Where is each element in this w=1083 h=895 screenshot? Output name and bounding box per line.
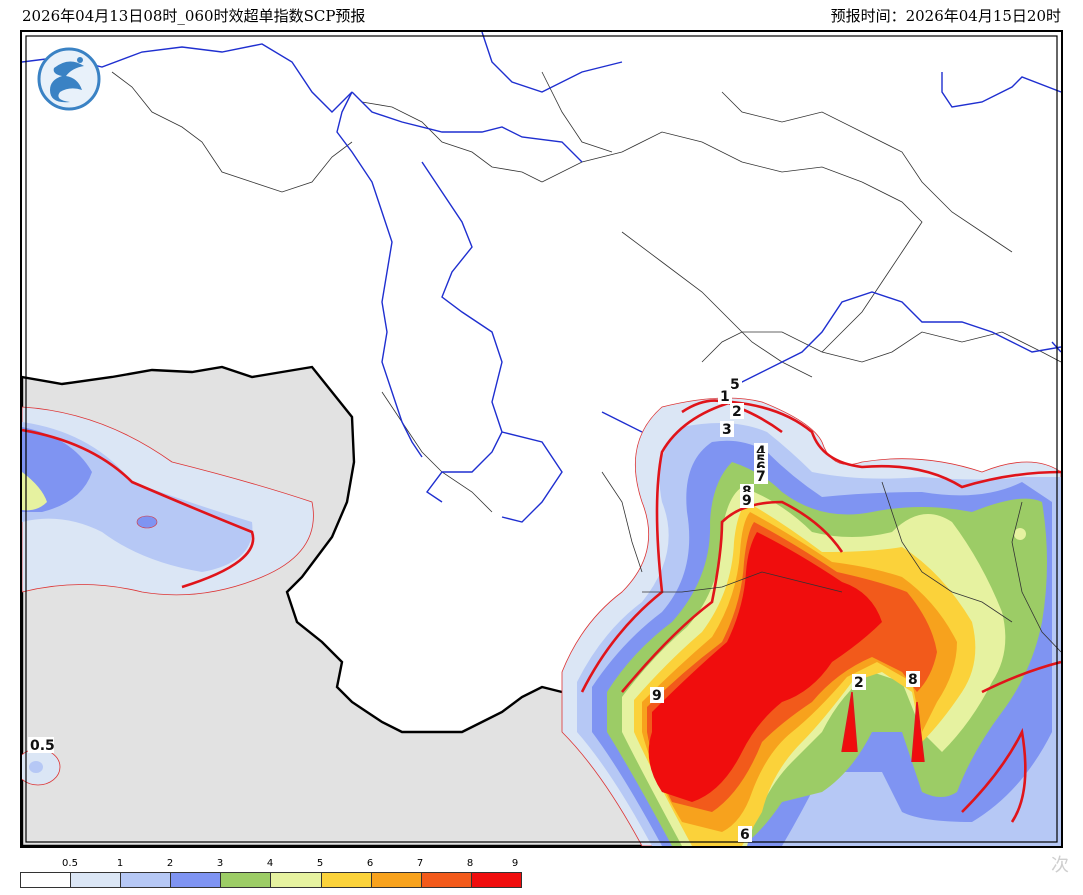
svg-text:8: 8 <box>908 672 918 688</box>
svg-text:2: 2 <box>732 404 742 420</box>
legend-tick-label: 0.5 <box>62 858 78 869</box>
contour-label: 0.5 <box>28 737 55 754</box>
legend-tick-label: 5 <box>316 858 324 869</box>
legend-swatch <box>221 873 272 887</box>
legend-tick-label: 3 <box>216 858 224 869</box>
svg-text:6: 6 <box>740 827 750 843</box>
legend-color-bar <box>20 872 522 888</box>
contour-label: 8 <box>906 671 920 688</box>
legend-tick-label: 9 <box>511 858 519 869</box>
contour-label: 7 <box>754 468 768 485</box>
forecast-time: 预报时间：2026年04月15日20时 <box>830 7 1061 25</box>
svg-text:4: 4 <box>756 444 766 460</box>
meteorological-logo-icon <box>37 47 101 111</box>
legend-ticks: 0.5 1 2 3 4 5 6 7 8 9 <box>20 858 522 870</box>
legend-tick-label: 7 <box>416 858 424 869</box>
contour-label: 1 <box>718 388 732 405</box>
map-panel: 5 1 2 3 4 5 6 7 8 9 9 2 8 6 0.5 <box>20 30 1063 848</box>
scp-field-southeast <box>561 397 1061 846</box>
legend-swatch <box>321 873 372 887</box>
svg-text:9: 9 <box>652 688 662 704</box>
map-title: 2026年04月13日08时_060时效超单指数SCP预报 <box>22 7 366 25</box>
svg-text:2: 2 <box>854 675 864 691</box>
contour-label: 2 <box>852 674 866 691</box>
contour-label: 9 <box>740 492 754 509</box>
legend-swatch <box>171 873 222 887</box>
color-legend: 0.5 1 2 3 4 5 6 7 8 9 <box>20 858 522 888</box>
svg-text:5: 5 <box>730 377 740 393</box>
contour-labels: 5 1 2 3 4 5 6 7 8 9 9 2 8 6 0.5 <box>28 376 920 843</box>
legend-tick-label: 1 <box>116 858 124 869</box>
svg-text:0.5: 0.5 <box>30 738 55 754</box>
contour-label: 6 <box>738 826 752 843</box>
legend-tick-label: 6 <box>366 858 374 869</box>
svg-text:9: 9 <box>742 493 752 509</box>
scp-forecast-map: 5 1 2 3 4 5 6 7 8 9 9 2 8 6 0.5 <box>22 32 1061 846</box>
legend-swatch <box>371 873 422 887</box>
contour-label: 3 <box>720 421 734 438</box>
legend-tick-label: 2 <box>166 858 174 869</box>
legend-tick-label: 8 <box>466 858 474 869</box>
scp-field-west <box>22 406 314 786</box>
legend-swatch <box>71 873 122 887</box>
legend-swatch <box>271 873 322 887</box>
legend-tick-label: 4 <box>266 858 274 869</box>
legend-swatch <box>121 873 172 887</box>
legend-swatch <box>471 873 521 887</box>
svg-text:1: 1 <box>720 389 730 405</box>
contour-label: 2 <box>730 403 744 420</box>
watermark-text: 次 <box>1051 855 1069 876</box>
legend-swatch <box>21 873 72 887</box>
legend-swatch <box>421 873 472 887</box>
svg-text:7: 7 <box>756 469 766 485</box>
contour-label: 9 <box>650 687 664 704</box>
svg-text:3: 3 <box>722 422 732 438</box>
